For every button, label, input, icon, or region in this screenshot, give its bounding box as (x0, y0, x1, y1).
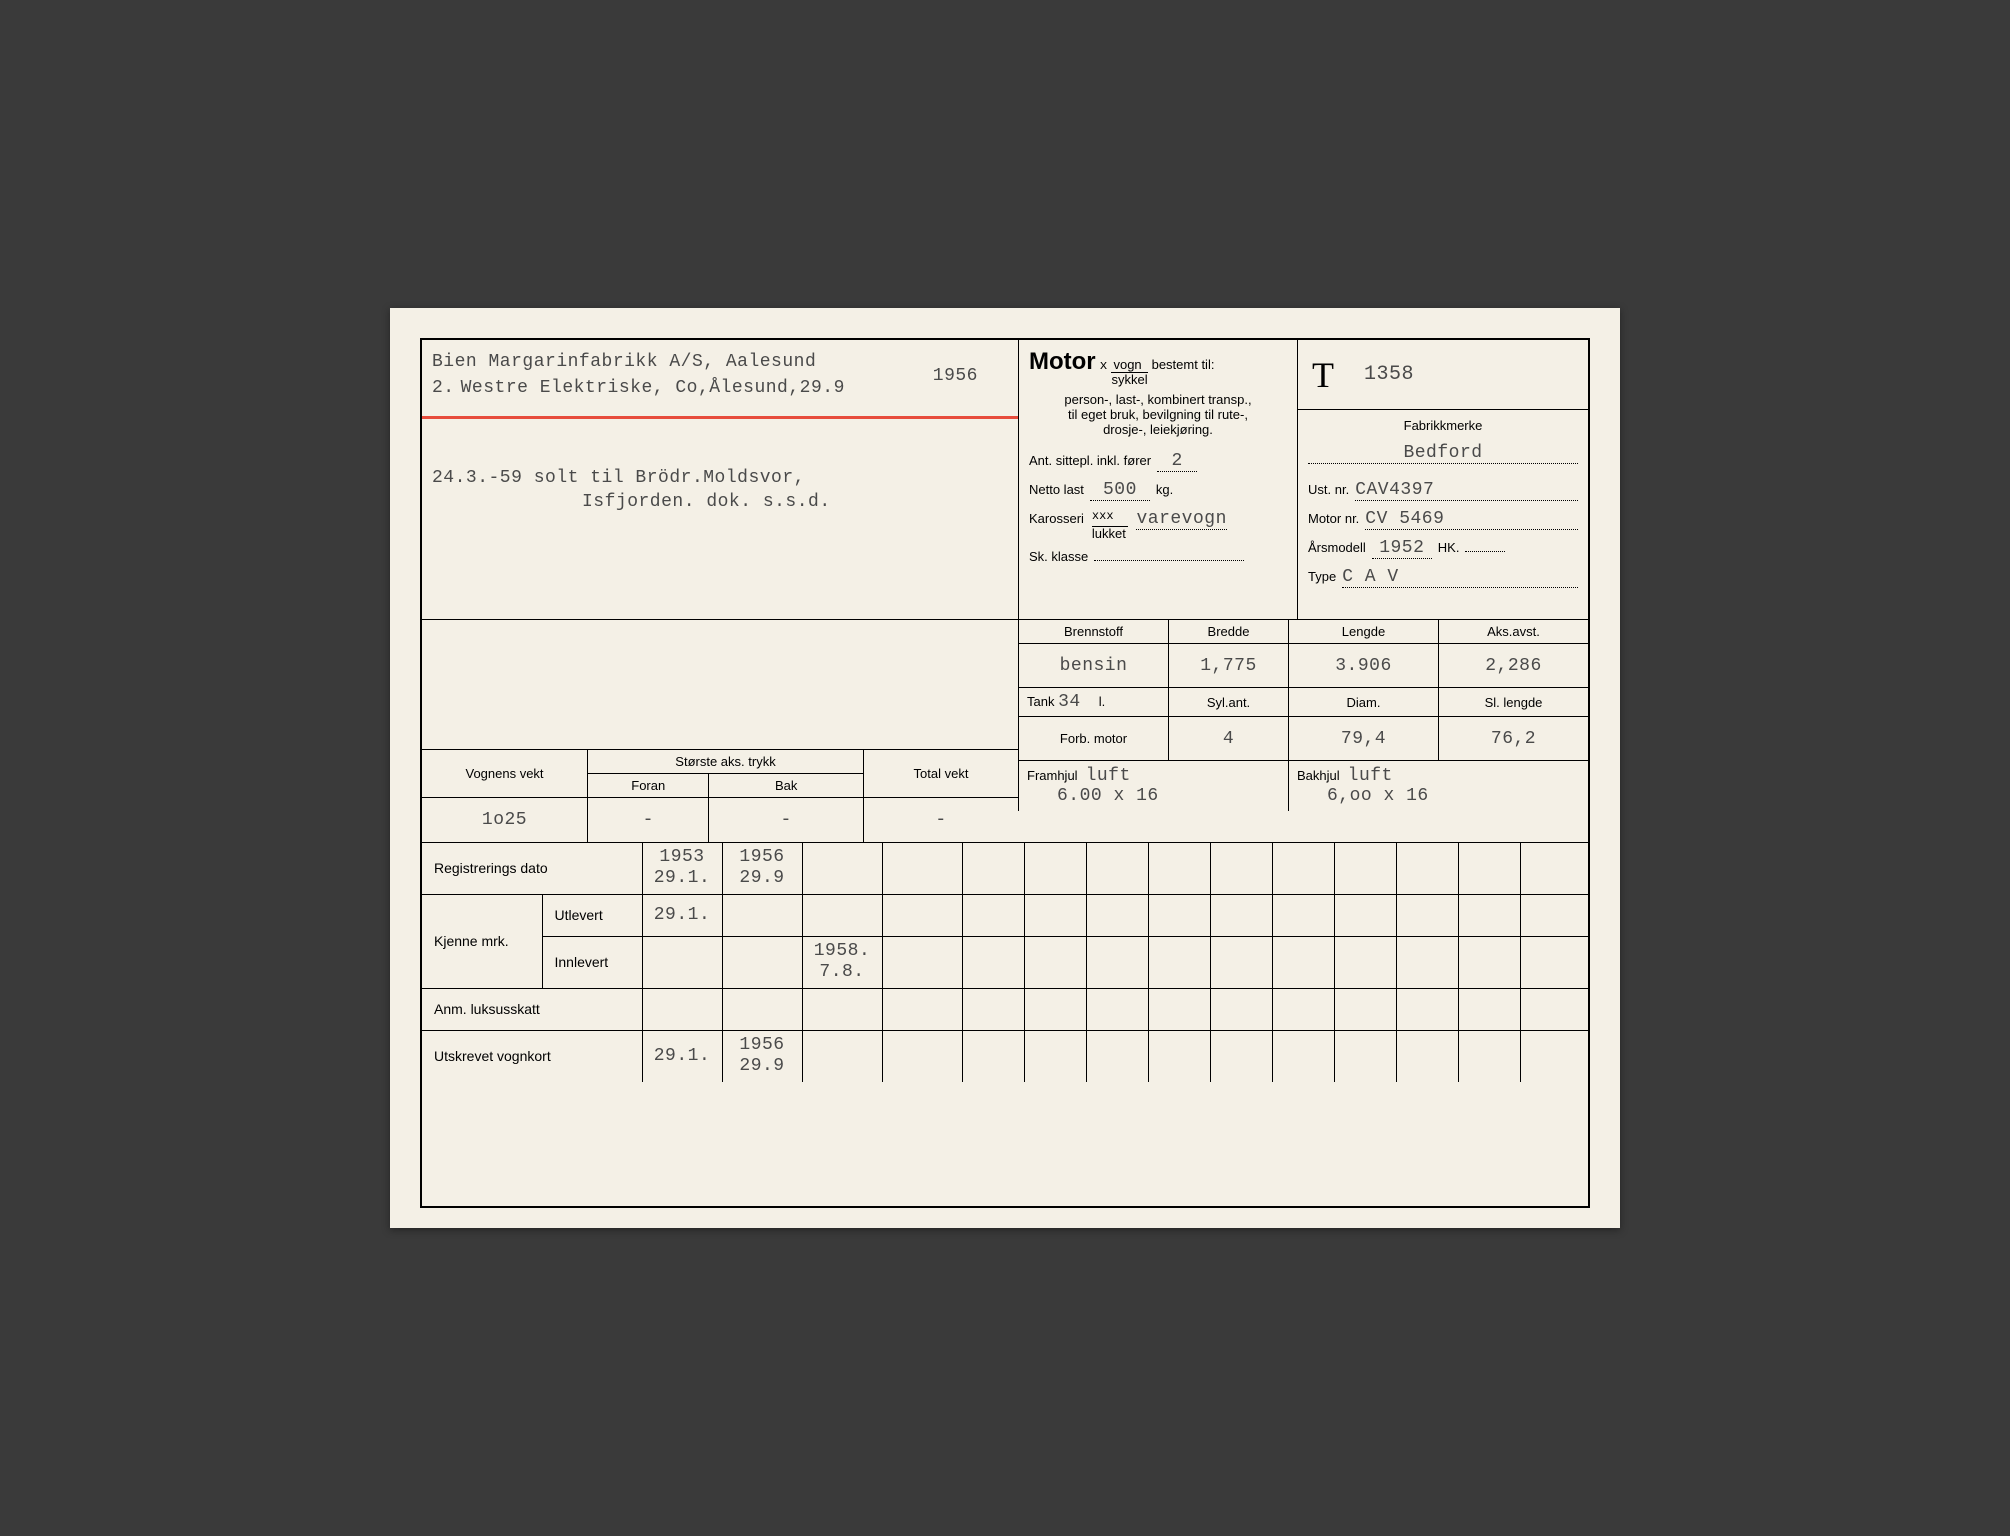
sylant-h: Syl.ant. (1169, 688, 1289, 717)
total-vekt-h: Total vekt (863, 750, 1018, 798)
bredde-h: Bredde (1169, 620, 1289, 644)
type: C A V (1342, 567, 1578, 588)
netto-last-unit: kg. (1156, 482, 1173, 497)
ant-sittepl: 2 (1157, 451, 1197, 472)
vognens-vekt-h: Vognens vekt (422, 750, 588, 798)
utskrevet-2: 1956 29.9 (731, 1035, 794, 1078)
weight-table: Vognens vekt Største aks. trykk Total ve… (422, 750, 1018, 842)
motor-bestemt: bestemt til: (1152, 357, 1215, 372)
reg-dato-1: 1953 29.1. (651, 847, 714, 890)
motor-desc1: person-, last-, kombinert transp., (1029, 392, 1287, 407)
karosseri-lukket: lukket (1092, 527, 1129, 541)
owner-line2-num: 2. (432, 378, 455, 398)
karosseri-label: Karosseri (1029, 511, 1084, 526)
owner-line1: Bien Margarinfabrikk A/S, Aalesund (432, 352, 1008, 372)
innlevert-label: Innlevert (542, 936, 642, 988)
reg-box: T 1358 Fabrikkmerke Bedford Ust. nr. CAV… (1298, 340, 1588, 619)
red-underline (422, 416, 1018, 419)
vognens-vekt: 1o25 (422, 798, 588, 842)
total: - (863, 798, 1018, 842)
utlevert-label: Utlevert (542, 894, 642, 936)
lengde: 3.906 (1289, 644, 1439, 688)
arsmodell: 1952 (1372, 538, 1432, 559)
sllengde: 76,2 (1439, 717, 1589, 761)
bottom-table: Registrerings dato 1953 29.1. 1956 29.9 … (422, 842, 1588, 1083)
top-section: Bien Margarinfabrikk A/S, Aalesund 1956 … (422, 340, 1588, 620)
bak: - (709, 798, 864, 842)
type-label: Type (1308, 569, 1336, 584)
ust-nr: CAV4397 (1355, 480, 1578, 501)
registration-card: Bien Margarinfabrikk A/S, Aalesund 1956 … (390, 308, 1620, 1228)
foran: - (588, 798, 709, 842)
utlevert: 29.1. (642, 894, 722, 936)
tank: 34 (1058, 692, 1081, 712)
netto-last: 500 (1090, 480, 1150, 501)
bak-h: Bak (709, 774, 864, 798)
diam: 79,4 (1289, 717, 1439, 761)
owner-line2: Westre Elektriske, Co,Ålesund,29.9 (461, 378, 845, 398)
bakhjul-h: Bakhjul (1297, 768, 1340, 783)
foran-h: Foran (588, 774, 709, 798)
kjenne-label: Kjenne mrk. (422, 894, 542, 988)
hk (1465, 551, 1505, 552)
netto-last-label: Netto last (1029, 482, 1084, 497)
bakhjul-type: luft (1348, 766, 1393, 786)
aksavst-h: Aks.avst. (1439, 620, 1589, 644)
motor-desc2: til eget bruk, bevilgning til rute-, (1029, 407, 1287, 422)
motor-box: Motor x vogn sykkel bestemt til: person-… (1018, 340, 1298, 619)
tank-unit: l. (1099, 694, 1106, 709)
bredde: 1,775 (1169, 644, 1289, 688)
mid-section: Vognens vekt Største aks. trykk Total ve… (422, 620, 1588, 842)
karosseri: varevogn (1136, 509, 1226, 530)
tank-h: Tank (1027, 694, 1054, 709)
utskrevet-label: Utskrevet vognkort (422, 1030, 642, 1082)
utskrevet-1: 29.1. (642, 1030, 722, 1082)
motor-title: Motor (1029, 348, 1096, 376)
lengde-h: Lengde (1289, 620, 1439, 644)
brennstoff: bensin (1019, 644, 1169, 688)
brennstoff-h: Brennstoff (1019, 620, 1169, 644)
framhjul-h: Framhjul (1027, 768, 1078, 783)
card-border: Bien Margarinfabrikk A/S, Aalesund 1956 … (420, 338, 1590, 1208)
motor-sykkel: sykkel (1111, 373, 1147, 387)
reg-dato-label: Registrerings dato (422, 842, 642, 894)
reg-dato-2: 1956 29.9 (731, 847, 794, 890)
motor-nr: CV 5469 (1365, 509, 1578, 530)
storste-aks-h: Største aks. trykk (588, 750, 864, 774)
motor-vogn: vogn (1111, 358, 1147, 373)
reg-letter: T (1312, 357, 1334, 393)
hk-label: HK. (1438, 540, 1460, 555)
motor-nr-label: Motor nr. (1308, 511, 1359, 526)
ant-sittepl-label: Ant. sittepl. inkl. fører (1029, 453, 1151, 468)
aksavst: 2,286 (1439, 644, 1589, 688)
owner-note1: 24.3.-59 solt til Brödr.Moldsvor, (432, 468, 1008, 488)
sk-klasse (1094, 560, 1244, 561)
fabrikkmerke: Bedford (1308, 443, 1578, 464)
anm-label: Anm. luksusskatt (422, 988, 642, 1030)
bakhjul: 6,oo x 16 (1327, 786, 1429, 806)
framhjul: 6.00 x 16 (1057, 786, 1159, 806)
specs-table: Brennstoff Bredde Lengde Aks.avst. bensi… (1018, 620, 1588, 811)
karosseri-xxx: xxx (1092, 510, 1114, 523)
fabrikkmerke-label: Fabrikkmerke (1308, 418, 1578, 433)
innlevert: 1958. 7.8. (811, 941, 874, 984)
owner-note2: Isfjorden. dok. s.s.d. (582, 492, 1008, 512)
framhjul-type: luft (1086, 766, 1131, 786)
weight-area: Vognens vekt Største aks. trykk Total ve… (422, 620, 1018, 842)
motor-desc3: drosje-, leiekjøring. (1029, 422, 1287, 437)
diam-h: Diam. (1289, 688, 1439, 717)
owner-year: 1956 (933, 366, 978, 386)
ust-nr-label: Ust. nr. (1308, 482, 1349, 497)
sylant: 4 (1169, 717, 1289, 761)
forb-motor-h: Forb. motor (1019, 717, 1169, 761)
sk-klasse-label: Sk. klasse (1029, 549, 1088, 564)
arsmodell-label: Årsmodell (1308, 540, 1366, 555)
sllengde-h: Sl. lengde (1439, 688, 1589, 717)
owner-box: Bien Margarinfabrikk A/S, Aalesund 1956 … (422, 340, 1018, 619)
reg-number: 1358 (1364, 363, 1414, 386)
specs-area: Brennstoff Bredde Lengde Aks.avst. bensi… (1018, 620, 1588, 842)
